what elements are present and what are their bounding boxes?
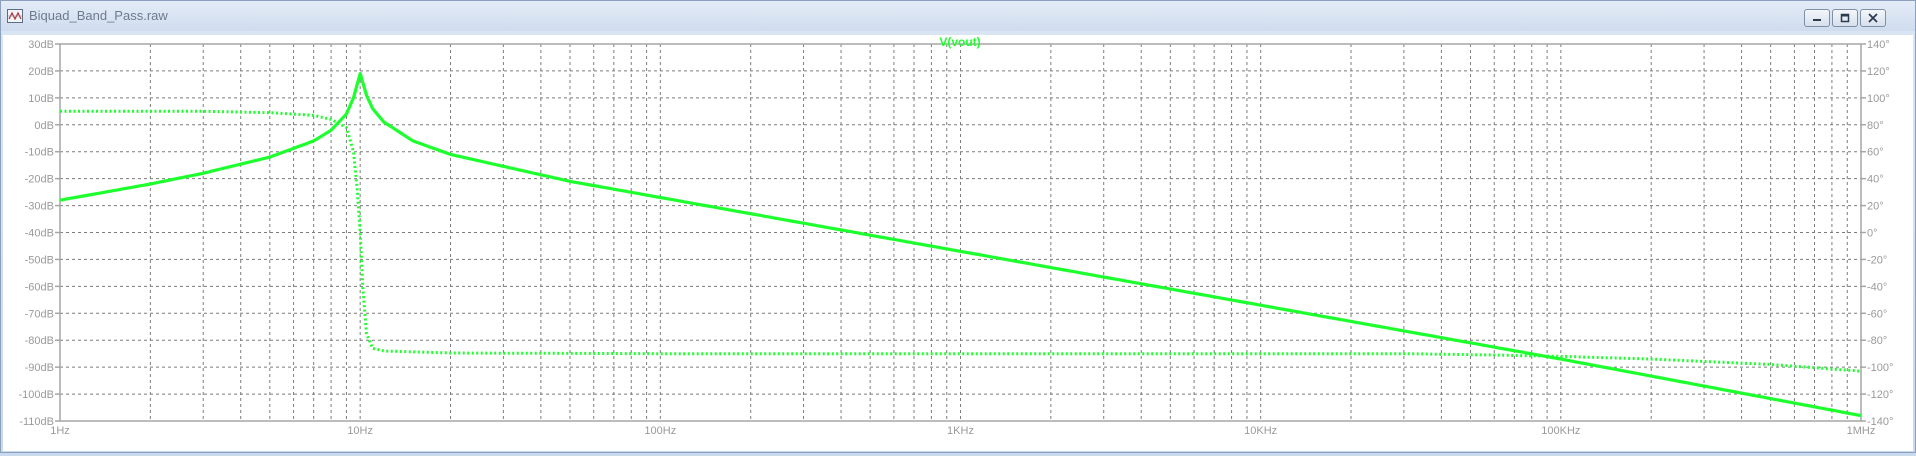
y-left-tick-label: -90dB [25, 362, 54, 374]
y-right-tick-label: -20° [1867, 254, 1887, 266]
y-left-tick-label: 0dB [34, 120, 54, 132]
y-right-tick-label: 60° [1867, 147, 1884, 159]
y-right-tick-label: -60° [1867, 308, 1887, 320]
y-right-tick-label: 20° [1867, 201, 1884, 213]
tick-layer: 30dB 20dB 10dB 0dB -10dB -20dB -30dB -40dB -50dB… [19, 39, 1894, 437]
y-left-tick-label: -20dB [25, 174, 54, 186]
y-right-tick-label: 140° [1867, 39, 1890, 51]
y-left-tick-label: -80dB [25, 335, 54, 347]
title-bar[interactable]: Biquad_Band_Pass.raw [1, 1, 1915, 31]
y-left-tick-label: -40dB [25, 228, 54, 240]
y-right-tick-label: -140° [1867, 416, 1893, 428]
x-tick-label: 100Hz [644, 425, 676, 437]
y-right-tick-label: 80° [1867, 120, 1884, 132]
y-left-tick-label: 20dB [28, 66, 54, 78]
y-left-tick-label: 30dB [28, 39, 54, 51]
restore-icon [1840, 13, 1850, 23]
x-tick-label: 10KHz [1244, 425, 1277, 437]
y-right-tick-label: -120° [1867, 389, 1893, 401]
y-right-tick-label: 40° [1867, 174, 1884, 186]
y-left-tick-label: 10dB [28, 93, 54, 105]
minimize-icon [1813, 19, 1821, 21]
y-right-tick-label: 120° [1867, 66, 1890, 78]
y-right-tick-label: 100° [1867, 93, 1890, 105]
bode-plot[interactable]: 30dB 20dB 10dB 0dB -10dB -20dB -30dB -40dB -50dB… [3, 35, 1913, 451]
y-right-tick-label: 0° [1867, 228, 1878, 240]
plot-pane[interactable]: 30dB 20dB 10dB 0dB -10dB -20dB -30dB -40dB -50dB… [3, 35, 1913, 451]
x-tick-label: 1Hz [50, 425, 70, 437]
magnitude-trace[interactable] [59, 72, 1862, 418]
y-right-tick-label: -100° [1867, 362, 1893, 374]
y-left-tick-label: -100dB [19, 389, 54, 401]
chart-title[interactable]: V(vout) [939, 35, 980, 49]
x-tick-label: 100KHz [1541, 425, 1580, 437]
minimize-button[interactable] [1804, 9, 1830, 27]
y-left-tick-label: -50dB [25, 254, 54, 266]
y-left-tick-label: -30dB [25, 201, 54, 213]
waveform-viewer-icon [7, 9, 23, 23]
close-button[interactable] [1860, 9, 1886, 27]
y-left-tick-label: -70dB [25, 308, 54, 320]
y-left-tick-label: -60dB [25, 281, 54, 293]
series-layer [59, 72, 1862, 418]
y-left-tick-label: -110dB [19, 416, 54, 428]
window-title: Biquad_Band_Pass.raw [29, 8, 168, 23]
close-icon [1868, 13, 1878, 23]
grid-layer [60, 44, 1861, 421]
x-tick-label: 1KHz [947, 425, 974, 437]
x-tick-label: 1MHz [1847, 425, 1876, 437]
x-tick-label: 10Hz [347, 425, 373, 437]
y-right-tick-label: -80° [1867, 335, 1887, 347]
y-right-tick-label: -40° [1867, 281, 1887, 293]
y-left-tick-label: -10dB [25, 147, 54, 159]
restore-button[interactable] [1832, 9, 1858, 27]
